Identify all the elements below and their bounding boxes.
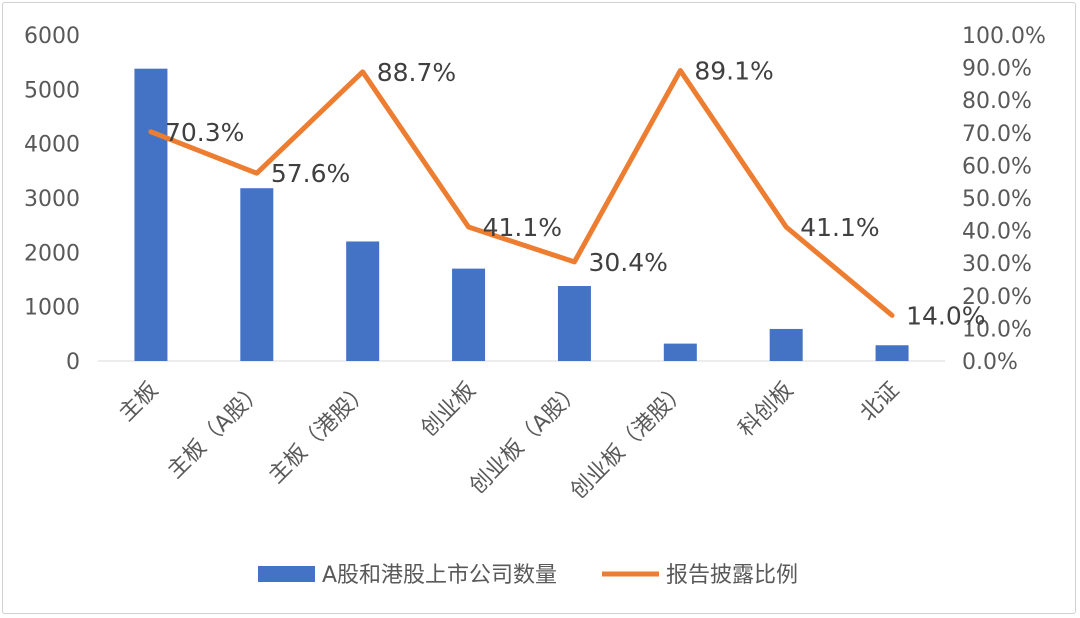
bar (663, 343, 697, 361)
legend-label-bar: A股和港股上市公司数量 (322, 563, 557, 588)
right-axis-tick-label: 100.0% (962, 24, 1046, 49)
line-series-rate (148, 68, 895, 318)
right-axis-tick-label: 40.0% (962, 220, 1032, 245)
line-data-label: 89.1% (694, 57, 773, 86)
category-label: 主板 (114, 378, 163, 427)
left-axis-tick-label: 1000 (24, 296, 80, 321)
category-label: 创业板 (416, 378, 480, 442)
bar (134, 68, 168, 361)
right-axis-tick-label: 10.0% (962, 317, 1032, 342)
category-label: 北证 (856, 378, 905, 427)
line-data-label: 14.0% (906, 301, 985, 330)
line-data-label: 88.7% (377, 58, 456, 87)
category-label: 科创板 (734, 378, 798, 442)
right-axis-tick-label: 60.0% (962, 154, 1032, 179)
category-label: 主板（A股） (163, 378, 269, 484)
legend-swatch-bar (258, 566, 315, 582)
left-axis-tick-label: 2000 (24, 241, 80, 266)
right-axis-tick-label: 30.0% (962, 252, 1032, 277)
bar (769, 328, 803, 361)
right-axis-tick-label: 20.0% (962, 285, 1032, 310)
line-data-label: 41.1% (800, 213, 879, 242)
line-data-label: 57.6% (271, 159, 350, 188)
left-axis-tick-label: 6000 (24, 24, 80, 49)
category-label: 创业板（A股） (465, 378, 587, 500)
right-axis-tick-label: 70.0% (962, 122, 1032, 147)
left-axis-tick-label: 5000 (24, 78, 80, 103)
line-data-label: 41.1% (483, 213, 562, 242)
bar (452, 268, 486, 361)
bar (557, 286, 591, 361)
left-axis-tick-label: 3000 (24, 187, 80, 212)
right-axis-tick-label: 80.0% (962, 89, 1032, 114)
bar (346, 241, 380, 361)
right-axis-tick-label: 0.0% (962, 350, 1018, 375)
right-axis-tick-label: 90.0% (962, 57, 1032, 82)
left-axis-tick-label: 0 (66, 350, 80, 375)
category-label: 主板（港股） (264, 378, 375, 489)
right-axis-tick-label: 50.0% (962, 187, 1032, 212)
legend-label-line: 报告披露比例 (666, 563, 798, 588)
bar (875, 345, 909, 361)
line-data-label: 30.4% (588, 248, 667, 277)
line-data-label: 70.3% (165, 118, 244, 147)
bar (240, 188, 274, 361)
left-axis-tick-label: 4000 (24, 133, 80, 158)
